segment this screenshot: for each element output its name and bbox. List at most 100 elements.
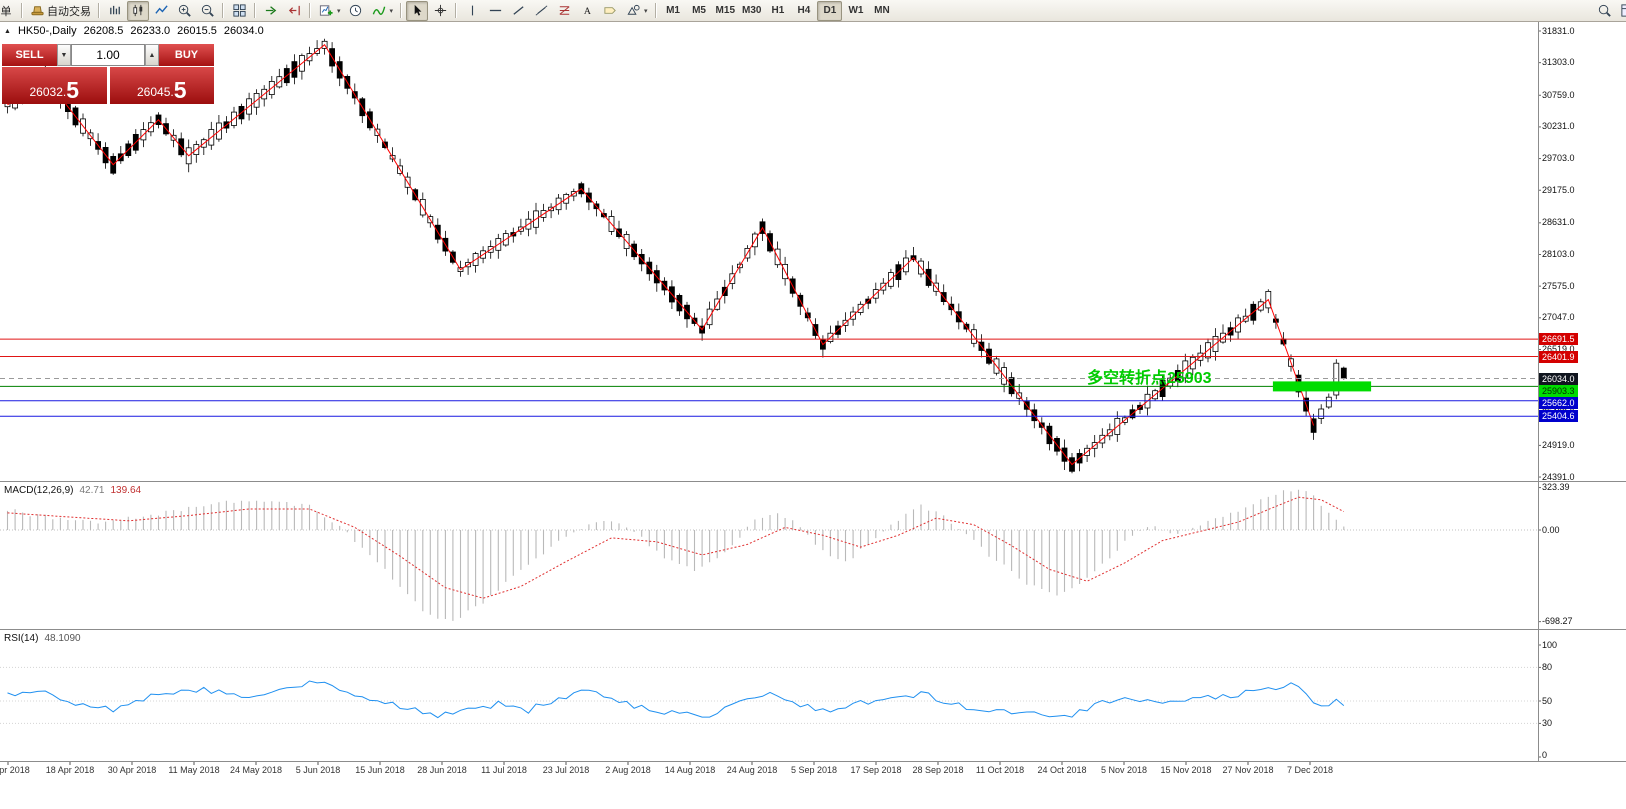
rsi-axis-label: 30: [1542, 717, 1553, 728]
date-label: 17 Sep 2018: [850, 765, 902, 775]
autotrading-button[interactable]: 自动交易: [27, 1, 94, 21]
vertical-line-icon: [466, 3, 479, 18]
date-axis-separator: [0, 761, 1626, 762]
buy-price-button[interactable]: 26045. 5: [109, 67, 214, 104]
new-order-label: 单: [0, 5, 12, 18]
toolbar-separator: [455, 3, 458, 18]
sell-button[interactable]: SELL: [2, 44, 57, 66]
bar-chart-icon: [108, 3, 123, 18]
fibonacci-button[interactable]: [553, 1, 575, 21]
lot-size-input[interactable]: [71, 44, 145, 66]
line-chart-button[interactable]: [150, 1, 172, 21]
date-label: 15 Nov 2018: [1160, 765, 1212, 775]
text-button[interactable]: A: [576, 1, 598, 21]
timeframe-m5[interactable]: M5: [692, 5, 706, 16]
crosshair-icon: [433, 3, 448, 18]
autotrading-label: 自动交易: [47, 5, 91, 18]
timeframe-h1[interactable]: H1: [771, 5, 785, 16]
price-tag: 25903.3: [1539, 384, 1578, 397]
price-axis-label: 29703.0: [1542, 153, 1575, 164]
label-button[interactable]: [599, 1, 621, 21]
lot-decrease-button[interactable]: ▼: [57, 44, 71, 66]
ohlc-high: 26233.0: [130, 25, 171, 37]
search-button[interactable]: [1593, 1, 1615, 21]
ohlc-low: 26015.5: [177, 25, 217, 37]
new-chart-caret: ▾: [337, 7, 341, 15]
date-label: 14 Aug 2018: [664, 765, 716, 775]
timeframe-m30[interactable]: M30: [742, 5, 762, 16]
pane-separator[interactable]: [0, 629, 1626, 630]
cursor-icon: [410, 3, 425, 18]
toolbar-separator: [254, 3, 256, 18]
line-chart-icon: [154, 3, 169, 18]
shapes-button[interactable]: ▾: [622, 1, 651, 21]
channel-icon: [534, 3, 549, 18]
panel-collapse-icon[interactable]: ▲: [4, 27, 11, 35]
zoom-out-button[interactable]: [196, 1, 218, 21]
ohlc-open: 26208.5: [83, 25, 124, 37]
macd-label: MACD(12,26,9): [4, 485, 74, 496]
date-label: 5 Sep 2018: [790, 765, 838, 775]
horizontal-line-button[interactable]: [484, 1, 506, 21]
vertical-line-button[interactable]: [461, 1, 483, 21]
channel-button[interactable]: [530, 1, 552, 21]
clock-button[interactable]: [345, 1, 367, 21]
macd-signal-value: 139.64: [110, 485, 142, 496]
timeframe-m15[interactable]: M15: [715, 5, 735, 16]
svg-text:A: A: [583, 6, 590, 17]
trendline-button[interactable]: [507, 1, 529, 21]
zoom-out-icon: [200, 3, 215, 18]
crosshair-button[interactable]: [429, 1, 451, 21]
auto-scroll-icon: [264, 3, 279, 18]
chart-header: ▲ HK50-,Daily 26208.5 26233.0 26015.5 26…: [4, 25, 264, 37]
cursor-button[interactable]: [406, 0, 429, 21]
chart-shift-button[interactable]: [283, 1, 305, 21]
sell-price-main: 26032.: [29, 85, 67, 99]
date-label: 24 May 2018: [229, 765, 283, 775]
date-label: 11 Jul 2018: [481, 765, 527, 775]
timeframe-d1[interactable]: D1: [817, 0, 843, 21]
date-label: 28 Jun 2018: [417, 765, 467, 775]
indicators-button[interactable]: ▾: [368, 1, 397, 21]
one-click-trading-panel: SELL ▼ ▲ BUY 26032.5 26045.5: [2, 44, 214, 104]
new-order-button[interactable]: 单: [0, 1, 17, 21]
rsi-axis-label: 100: [1542, 639, 1558, 650]
timeframe-m1[interactable]: M1: [666, 5, 680, 16]
price-tag: 25662.0: [1539, 396, 1578, 409]
new-chart-button[interactable]: ▾: [315, 1, 344, 21]
search-icon: [1597, 3, 1612, 18]
bar-chart-button[interactable]: [104, 1, 126, 21]
price-tag: 26401.9: [1539, 350, 1578, 363]
lot-increase-button[interactable]: ▲: [145, 44, 159, 66]
rsi-axis-label: 50: [1542, 695, 1553, 706]
pane-separator[interactable]: [0, 481, 1626, 482]
date-label: 27 Nov 2018: [1222, 765, 1274, 775]
date-label: 6 Apr 2018: [0, 765, 30, 775]
date-label: 11 May 2018: [168, 765, 220, 775]
toolbar-separator: [222, 3, 224, 18]
shapes-icon: [625, 3, 641, 18]
toolbar-separator: [21, 3, 23, 18]
date-label: 18 Apr 2018: [45, 765, 95, 775]
date-label: 15 Jun 2018: [355, 765, 405, 775]
sell-price-button[interactable]: 26032. 5: [2, 67, 107, 104]
toolbar-separator: [98, 3, 100, 18]
data-window-button[interactable]: [1616, 1, 1626, 21]
indicators-icon: [371, 3, 387, 18]
timeframe-mn[interactable]: MN: [874, 5, 890, 16]
rsi-axis-label: 80: [1542, 661, 1553, 672]
macd-axis-label: 0.00: [1542, 524, 1560, 535]
timeframe-w1[interactable]: W1: [848, 5, 864, 16]
tile-windows-button[interactable]: [228, 1, 250, 21]
toolbar-separator: [654, 3, 657, 18]
price-axis-label: 27575.0: [1542, 280, 1575, 291]
zoom-in-button[interactable]: [173, 1, 195, 21]
autotrading-icon: [30, 3, 45, 18]
auto-scroll-button[interactable]: [260, 1, 282, 21]
buy-button[interactable]: BUY: [159, 44, 214, 66]
timeframe-h4[interactable]: H4: [797, 5, 811, 16]
price-axis-label: 26519.0: [1542, 344, 1575, 354]
candlestick-chart-button[interactable]: [127, 0, 149, 21]
macd-axis-label: -698.27: [1542, 616, 1573, 627]
